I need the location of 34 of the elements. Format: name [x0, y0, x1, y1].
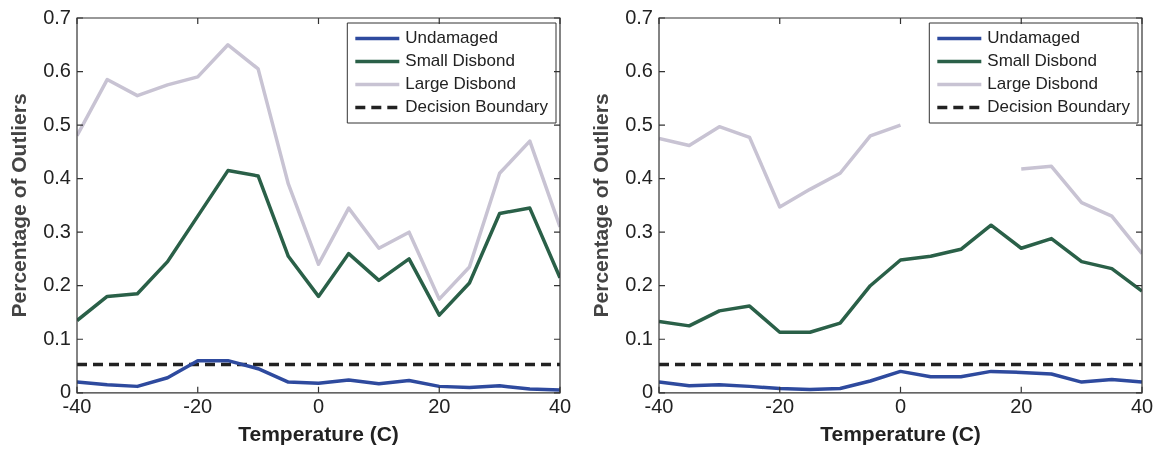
y-tick-label: 0.2 [625, 273, 653, 296]
legend-label: Large Disbond [987, 74, 1098, 94]
x-tick-label: 40 [548, 395, 572, 418]
x-tick-label: 0 [312, 395, 325, 418]
y-tick-label: 0.7 [625, 5, 653, 28]
legend-label: Decision Boundary [987, 97, 1131, 117]
x-tick-label: -20 [183, 395, 213, 418]
legend-label: Undamaged [405, 28, 498, 48]
x-tick-label: 20 [1010, 395, 1033, 418]
y-tick-label: 0.5 [625, 112, 653, 135]
y-tick-label: 0.4 [43, 166, 71, 189]
y-tick-label: 0.5 [43, 112, 71, 135]
legend-label: Small Disbond [405, 51, 515, 71]
y-axis-title: Percentage of Outliers [7, 93, 31, 318]
x-tick-label: 20 [428, 395, 451, 418]
x-tick-label: 0 [894, 395, 907, 418]
y-tick-label: 0.4 [625, 166, 653, 189]
x-axis-title: Temperature (C) [820, 422, 981, 446]
legend-label: Small Disbond [987, 51, 1097, 71]
y-tick-label: 0.6 [625, 59, 653, 82]
y-tick-label: 0.1 [43, 326, 71, 349]
y-tick-label: 0.7 [43, 5, 71, 28]
legend-label: Decision Boundary [405, 97, 549, 117]
legend-label: Large Disbond [405, 74, 516, 94]
x-tick-label: -20 [765, 395, 795, 418]
y-tick-label: 0.6 [43, 59, 71, 82]
y-tick-label: 0.3 [43, 219, 71, 242]
x-axis-title: Temperature (C) [238, 422, 399, 446]
y-tick-label: 0.2 [43, 273, 71, 296]
legend-label: Undamaged [987, 28, 1080, 48]
y-tick-label: 0.1 [625, 326, 653, 349]
x-tick-label: 40 [1130, 395, 1154, 418]
y-tick-label: 0.3 [625, 219, 653, 242]
y-axis-title: Percentage of Outliers [589, 93, 613, 318]
